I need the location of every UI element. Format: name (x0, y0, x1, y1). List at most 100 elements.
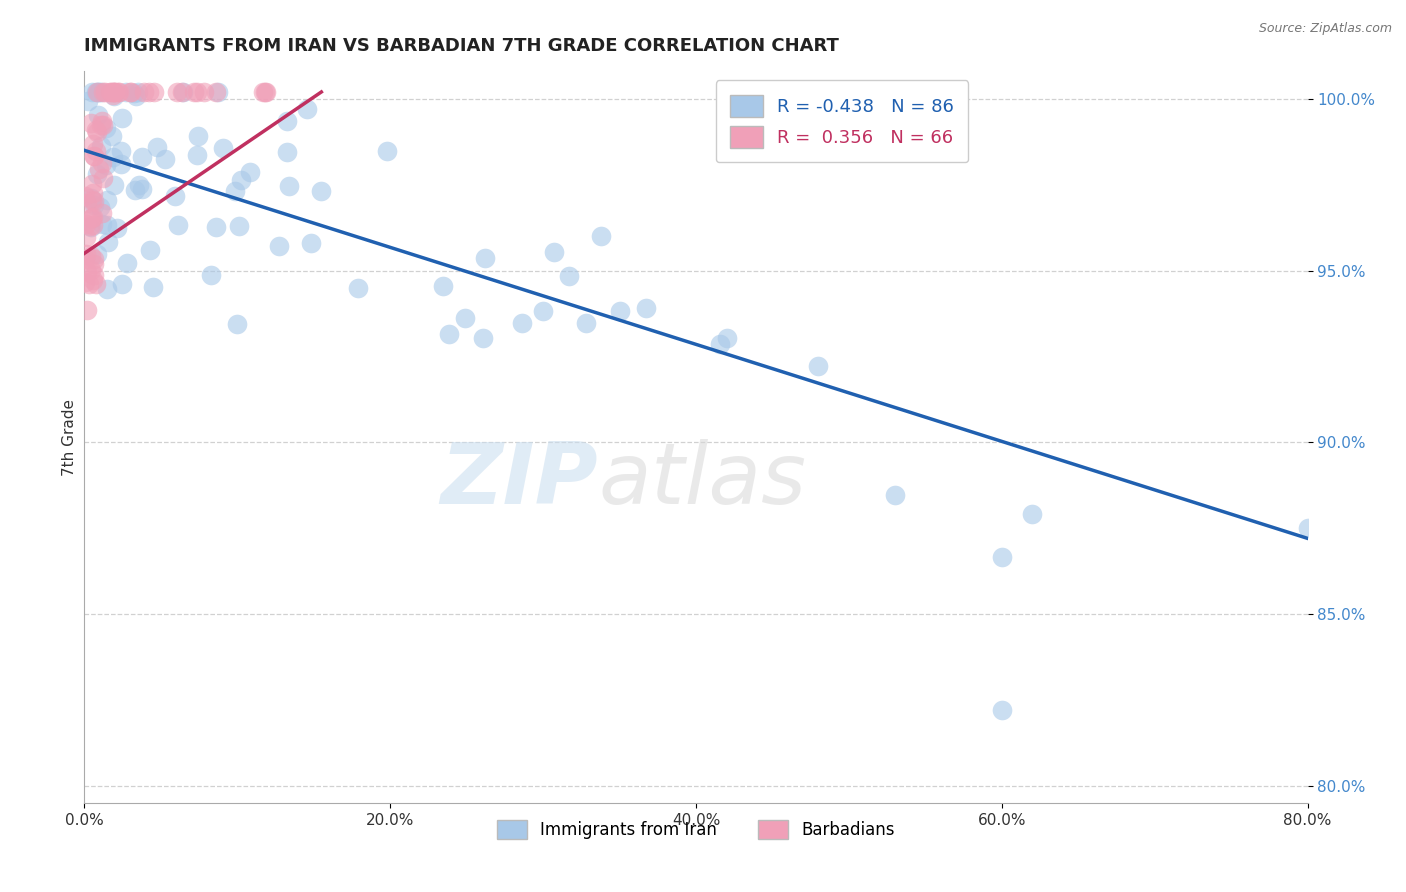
Point (84, 85, 107, 99)
Point (591, 229, 613, 244)
Point (120, 85, 142, 99)
Point (80, 263, 103, 277)
Point (83, 198, 105, 212)
Point (165, 189, 187, 203)
Point (76, 302, 98, 317)
Point (82, 211, 104, 225)
Point (75, 252, 97, 266)
Point (75, 217, 97, 231)
Point (299, 235, 322, 250)
Point (75, 247, 97, 261)
Point (83, 194, 105, 209)
Point (76, 195, 98, 210)
Point (278, 178, 301, 193)
Point (224, 184, 246, 198)
Point (103, 89, 125, 103)
Point (205, 220, 228, 235)
Point (1021, 507, 1043, 521)
Point (531, 303, 554, 318)
Point (225, 317, 247, 331)
Point (83, 149, 105, 163)
Point (105, 220, 128, 235)
Text: IMMIGRANTS FROM IRAN VS BARBADIAN 7TH GRADE CORRELATION CHART: IMMIGRANTS FROM IRAN VS BARBADIAN 7TH GR… (84, 37, 839, 54)
Point (212, 141, 235, 155)
Point (96, 193, 118, 207)
Point (90, 206, 112, 220)
Point (124, 183, 146, 197)
Point (97, 235, 120, 249)
Point (80, 115, 103, 129)
Point (167, 219, 190, 233)
Point (807, 359, 830, 373)
Point (80, 211, 103, 226)
Y-axis label: 7th Grade: 7th Grade (62, 399, 77, 475)
Point (122, 87, 145, 101)
Point (82, 218, 104, 232)
Point (82, 85, 104, 99)
Point (142, 280, 165, 294)
Point (103, 151, 125, 165)
Point (634, 301, 657, 315)
Point (101, 88, 124, 103)
Point (346, 281, 368, 295)
Point (609, 304, 631, 318)
Point (115, 85, 138, 99)
Point (187, 129, 209, 144)
Point (991, 703, 1014, 717)
Point (474, 251, 496, 265)
Point (100, 85, 122, 99)
Point (90, 217, 112, 231)
Point (107, 85, 129, 99)
Point (510, 316, 533, 330)
Point (132, 85, 155, 99)
Point (103, 85, 125, 99)
Point (79, 219, 101, 234)
Point (82, 210, 104, 224)
Text: atlas: atlas (598, 440, 806, 523)
Point (172, 85, 194, 99)
Point (83, 257, 105, 271)
Point (90, 138, 112, 153)
Point (103, 178, 125, 192)
Point (254, 85, 277, 99)
Point (82, 273, 104, 287)
Point (111, 277, 134, 292)
Point (131, 150, 153, 164)
Point (186, 148, 208, 162)
Point (115, 256, 138, 270)
Point (80, 191, 103, 205)
Point (276, 145, 298, 159)
Point (83, 252, 105, 266)
Point (75, 229, 97, 244)
Point (193, 85, 215, 99)
Point (297, 103, 319, 117)
Point (91, 85, 114, 99)
Point (186, 85, 208, 99)
Point (254, 85, 277, 99)
Point (84, 145, 107, 159)
Point (82, 186, 104, 200)
Point (110, 144, 132, 158)
Point (883, 488, 905, 502)
Point (89, 200, 111, 214)
Point (103, 85, 125, 99)
Point (91, 118, 114, 132)
Point (183, 85, 205, 99)
Point (80, 177, 103, 191)
Point (138, 85, 160, 99)
Point (101, 128, 124, 143)
Point (228, 219, 250, 233)
Point (111, 111, 134, 125)
Text: ZIP: ZIP (440, 440, 598, 523)
Point (80, 220, 103, 235)
Point (79, 249, 101, 263)
Point (104, 85, 127, 99)
Point (96, 218, 118, 232)
Point (558, 268, 581, 283)
Point (229, 173, 252, 187)
Point (143, 85, 166, 99)
Point (1296, 521, 1319, 535)
Point (90, 114, 112, 128)
Point (94, 85, 117, 99)
Point (90, 119, 112, 133)
